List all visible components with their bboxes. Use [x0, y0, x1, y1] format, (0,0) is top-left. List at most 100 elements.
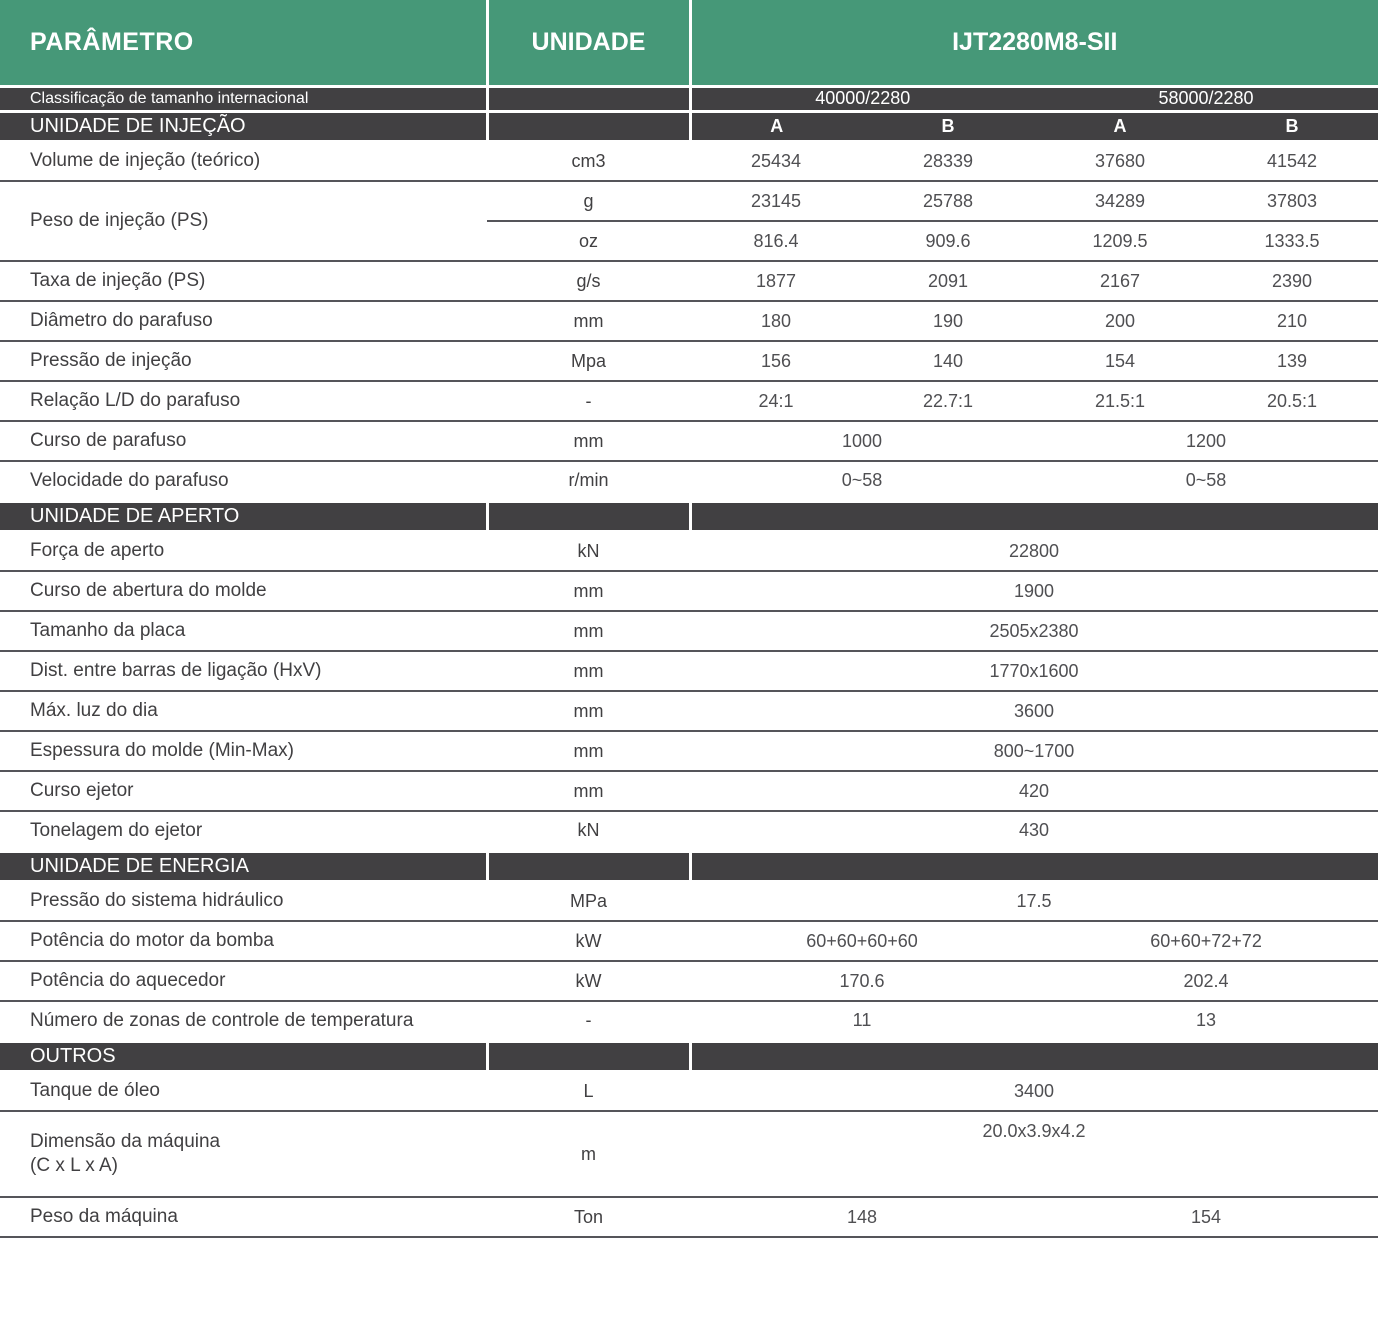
row-label: Tamanho da placa	[0, 610, 487, 651]
table-row: Máx. luz do dia mm 3600	[0, 690, 1378, 731]
value-cell: 156	[690, 340, 862, 381]
unit-cell: mm	[487, 570, 690, 611]
value-cell: 25788	[862, 180, 1034, 221]
value-cell: 816.4	[690, 220, 862, 261]
table-row: Volume de injeção (teórico) cm3 25434 28339…	[0, 140, 1378, 181]
table-row: Velocidade do parafuso r/min 0~58 0~58	[0, 460, 1378, 501]
value-cell: 2390	[1206, 260, 1378, 301]
row-label: Tonelagem do ejetor	[0, 810, 487, 851]
table-row: Curso de abertura do molde mm 1900	[0, 570, 1378, 611]
row-label: Curso de parafuso	[0, 420, 487, 461]
table-row: Tonelagem do ejetor kN 430	[0, 810, 1378, 851]
value-cell: 2091	[862, 260, 1034, 301]
machine-spec-table: PARÂMETRO UNIDADE IJT2280M8-SII Classifi…	[0, 0, 1378, 1238]
column-header: B	[862, 109, 1034, 143]
column-header: A	[1034, 109, 1206, 143]
value-cell: 37680	[1034, 140, 1206, 181]
table-row: oz 816.4 909.6 1209.5 1333.5	[0, 220, 1378, 261]
section-header-unidade-de-aperto: UNIDADE DE APERTO	[0, 499, 1378, 533]
value-cell: 210	[1206, 300, 1378, 341]
value-cell: 60+60+72+72	[1034, 920, 1378, 961]
unit-cell: mm	[487, 690, 690, 731]
section-title: UNIDADE DE APERTO	[0, 499, 489, 533]
value-cell: 3400	[690, 1070, 1378, 1111]
value-cell: 202.4	[1034, 960, 1378, 1001]
section-values-empty-cell	[690, 849, 1378, 883]
value-cell: 24:1	[690, 380, 862, 421]
section-unit-empty-cell	[487, 109, 692, 143]
header-parameter-label: PARÂMETRO	[0, 0, 489, 88]
row-label: Taxa de injeção (PS)	[0, 260, 487, 301]
value-cell: 154	[1034, 340, 1206, 381]
value-cell: 1333.5	[1206, 220, 1378, 261]
row-label: Velocidade do parafuso	[0, 460, 487, 501]
value-cell: 37803	[1206, 180, 1378, 221]
row-label: Dist. entre barras de ligação (HxV)	[0, 650, 487, 691]
value-cell: 140	[862, 340, 1034, 381]
table-row: Dimensão da máquina (C x L x A) m 20.0x3.9x…	[0, 1110, 1378, 1197]
section-title: UNIDADE DE INJEÇÃO	[0, 109, 489, 143]
section-unit-empty-cell	[487, 499, 692, 533]
value-cell: 21.5:1	[1034, 380, 1206, 421]
row-label: Máx. luz do dia	[0, 690, 487, 731]
unit-cell: m	[487, 1110, 690, 1197]
value-cell: 139	[1206, 340, 1378, 381]
value-cell: 11	[690, 1000, 1034, 1041]
value-cell: 420	[690, 770, 1378, 811]
unit-cell: mm	[487, 730, 690, 771]
section-header-unidade-de-injecao: UNIDADE DE INJEÇÃO A B A B	[0, 109, 1378, 143]
classification-row: Classificação de tamanho internacional 4…	[0, 84, 1378, 113]
table-row: Curso de parafuso mm 1000 1200	[0, 420, 1378, 461]
unit-cell: mm	[487, 770, 690, 811]
value-cell: 1000	[690, 420, 1034, 461]
row-label: Volume de injeção (teórico)	[0, 140, 487, 181]
value-cell: 22800	[690, 530, 1378, 571]
row-label: Peso de injeção (PS)	[0, 180, 487, 261]
value-cell: 3600	[690, 690, 1378, 731]
section-unit-empty-cell	[487, 1039, 692, 1073]
table-row: Pressão de injeção Mpa 156 140 154 139	[0, 340, 1378, 381]
table-row: Relação L/D do parafuso -24:1 22.7:1 21.5:1…	[0, 380, 1378, 421]
unit-cell: oz	[487, 220, 690, 261]
value-cell: 430	[690, 810, 1378, 851]
value-cell: 13	[1034, 1000, 1378, 1041]
table-row: Taxa de injeção (PS) g/s 1877 2091 2167 2390	[0, 260, 1378, 301]
unit-cell: -	[487, 380, 690, 421]
unit-cell: cm3	[487, 140, 690, 181]
value-cell: 190	[862, 300, 1034, 341]
unit-cell: g/s	[487, 260, 690, 301]
row-label: Pressão de injeção	[0, 340, 487, 381]
unit-cell: mm	[487, 300, 690, 341]
unit-cell: L	[487, 1070, 690, 1111]
row-label: Número de zonas de controle de temperatu…	[0, 1000, 487, 1041]
table-row: Peso da máquina Ton 148 154	[0, 1196, 1378, 1238]
row-label: Dimensão da máquina (C x L x A)	[0, 1110, 487, 1197]
unit-cell: Mpa	[487, 340, 690, 381]
row-label: Espessura do molde (Min-Max)	[0, 730, 487, 771]
unit-cell: kW	[487, 920, 690, 961]
value-cell: 25434	[690, 140, 862, 181]
table-row: Curso ejetor mm 420	[0, 770, 1378, 811]
value-cell: 28339	[862, 140, 1034, 181]
value-cell: 1770x1600	[690, 650, 1378, 691]
classification-value: 40000/2280	[690, 84, 1034, 113]
unit-cell: Ton	[487, 1196, 690, 1238]
value-cell: 180	[690, 300, 862, 341]
unit-cell: mm	[487, 610, 690, 651]
value-cell: 2505x2380	[690, 610, 1378, 651]
value-cell: 148	[690, 1196, 1034, 1238]
row-label: Força de aperto	[0, 530, 487, 571]
table-row: Diâmetro do parafuso mm 180 190 200 210	[0, 300, 1378, 341]
section-header-unidade-de-energia: UNIDADE DE ENERGIA	[0, 849, 1378, 883]
row-label: Relação L/D do parafuso	[0, 380, 487, 421]
column-header: B	[1206, 109, 1378, 143]
value-cell: 1877	[690, 260, 862, 301]
header-unit-label: UNIDADE	[487, 0, 692, 88]
value-cell: 60+60+60+60	[690, 920, 1034, 961]
table-row: Número de zonas de controle de temperatu…	[0, 1000, 1378, 1041]
value-cell: 1200	[1034, 420, 1378, 461]
value-cell: 909.6	[862, 220, 1034, 261]
value-cell: 170.6	[690, 960, 1034, 1001]
classification-value: 58000/2280	[1034, 84, 1378, 113]
unit-cell: mm	[487, 650, 690, 691]
